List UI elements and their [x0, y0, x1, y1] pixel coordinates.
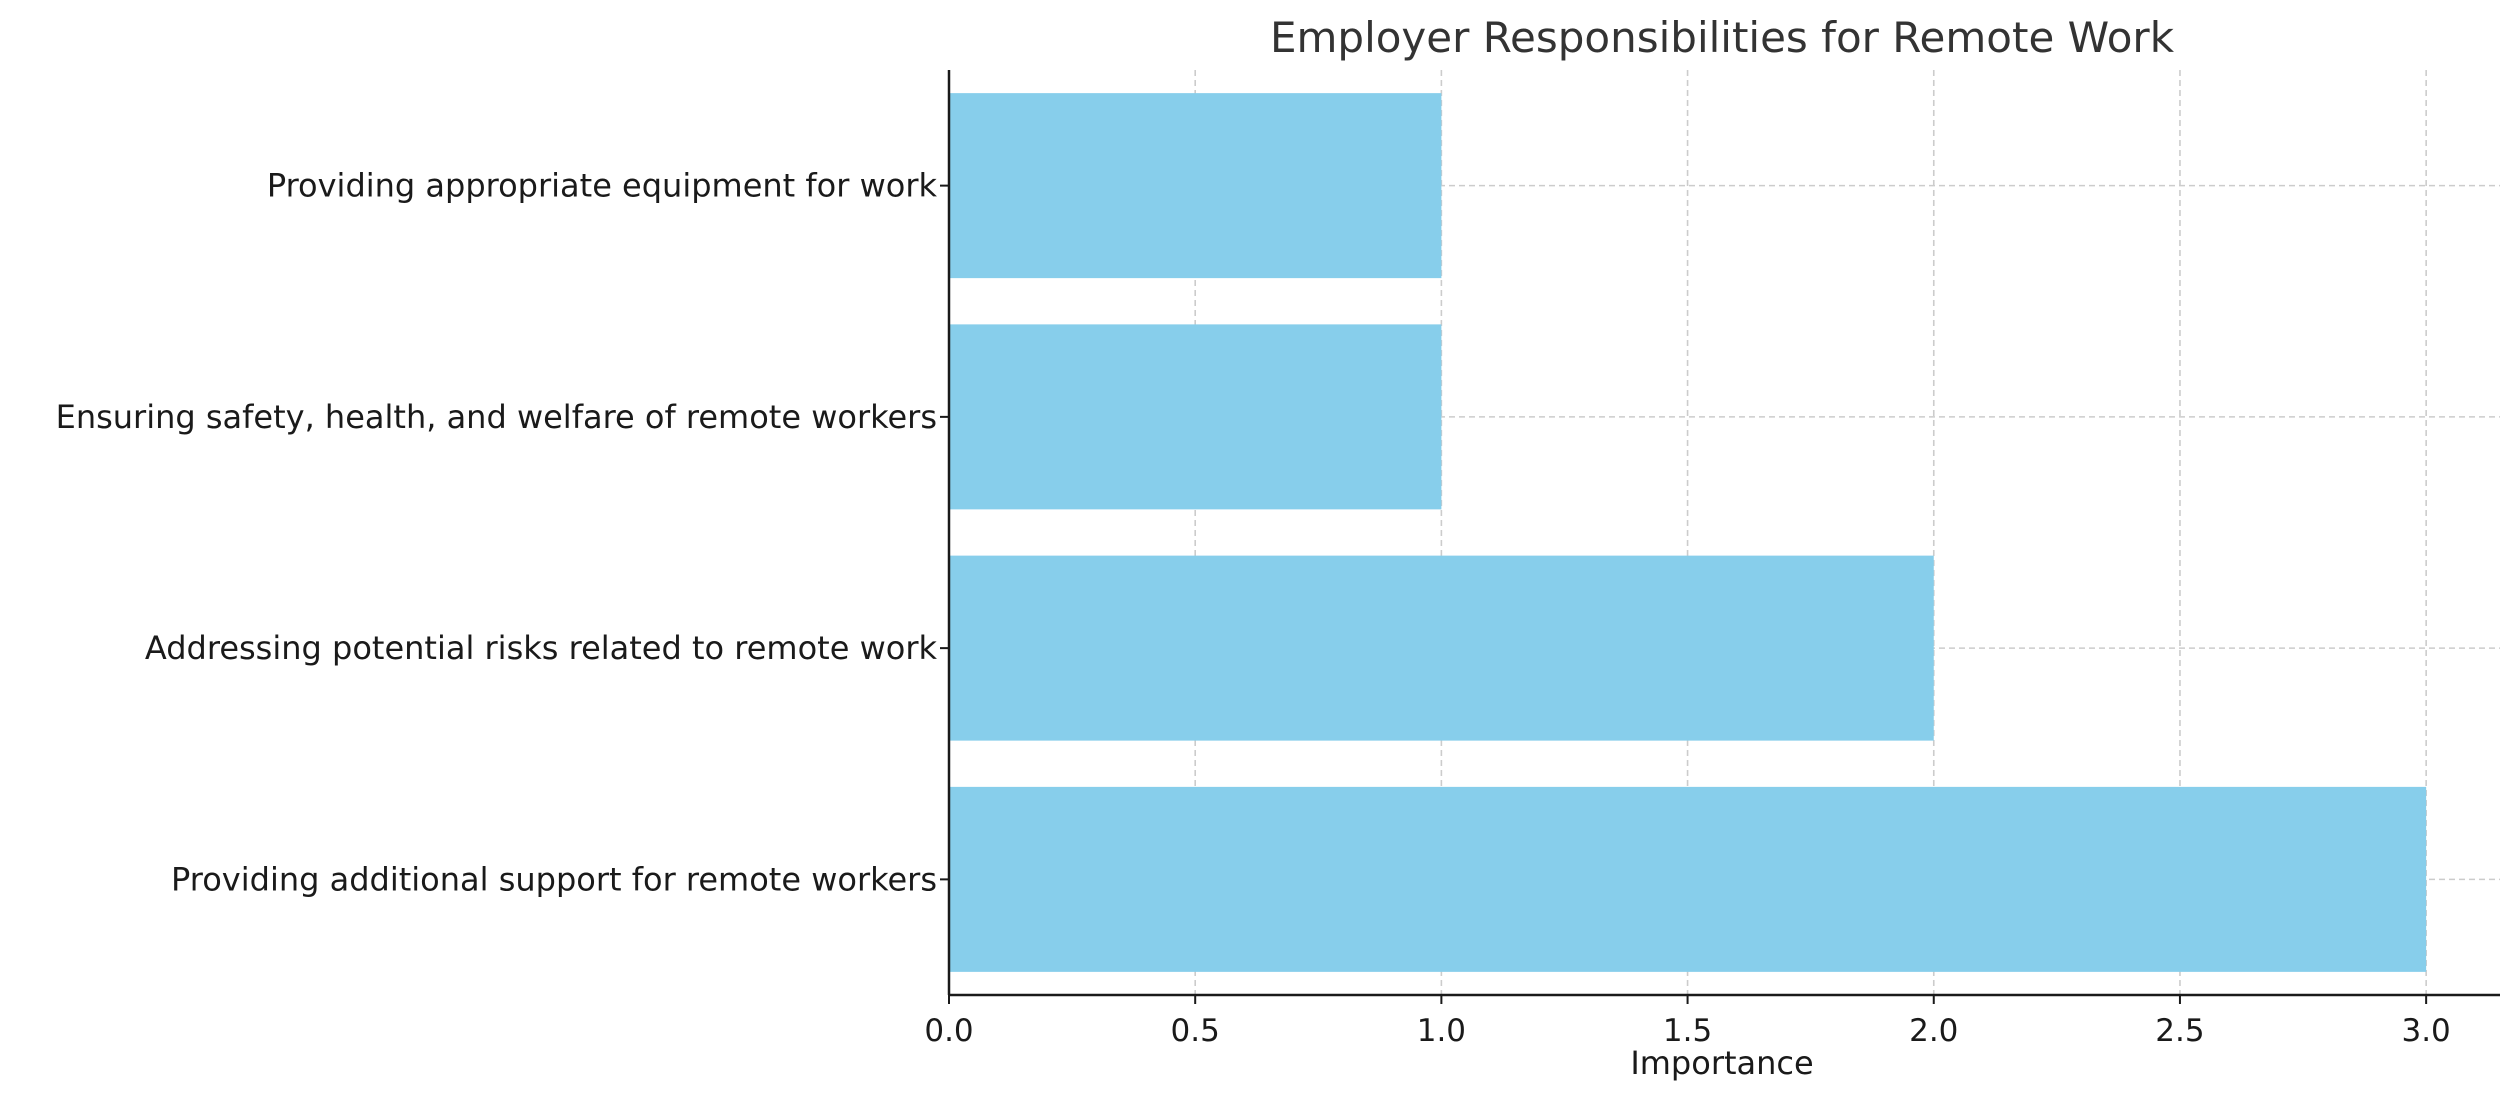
category-label: Providing appropriate equipment for work	[267, 167, 938, 205]
axes	[947, 70, 2500, 997]
bar	[949, 786, 2427, 972]
x-tick-label: 3.0	[2401, 1013, 2450, 1049]
category-label: Providing additional support for remote …	[171, 860, 937, 898]
x-axis-title: Importance	[1630, 1044, 1813, 1082]
chart-title: Employer Responsibilities for Remote Wor…	[1270, 13, 2175, 62]
category-labels: Providing appropriate equipment for work…	[56, 167, 938, 899]
category-label: Addressing potential risks related to re…	[145, 629, 938, 667]
ticks: 0.0 0.5 1.0 1.5 2.0 2.5 3.0	[924, 184, 2451, 1049]
x-tick-label: 0.0	[924, 1013, 973, 1049]
bar	[949, 555, 1934, 741]
bar	[949, 324, 1442, 510]
bars	[949, 93, 2427, 972]
x-tick-label: 1.5	[1663, 1013, 1712, 1049]
x-tick-label: 0.5	[1171, 1013, 1220, 1049]
x-tick-label: 1.0	[1417, 1013, 1466, 1049]
x-tick-label: 2.5	[2155, 1013, 2204, 1049]
bar	[949, 93, 1442, 279]
x-tick-label: 2.0	[1909, 1013, 1958, 1049]
category-label: Ensuring safety, health, and welfare of …	[56, 398, 937, 436]
